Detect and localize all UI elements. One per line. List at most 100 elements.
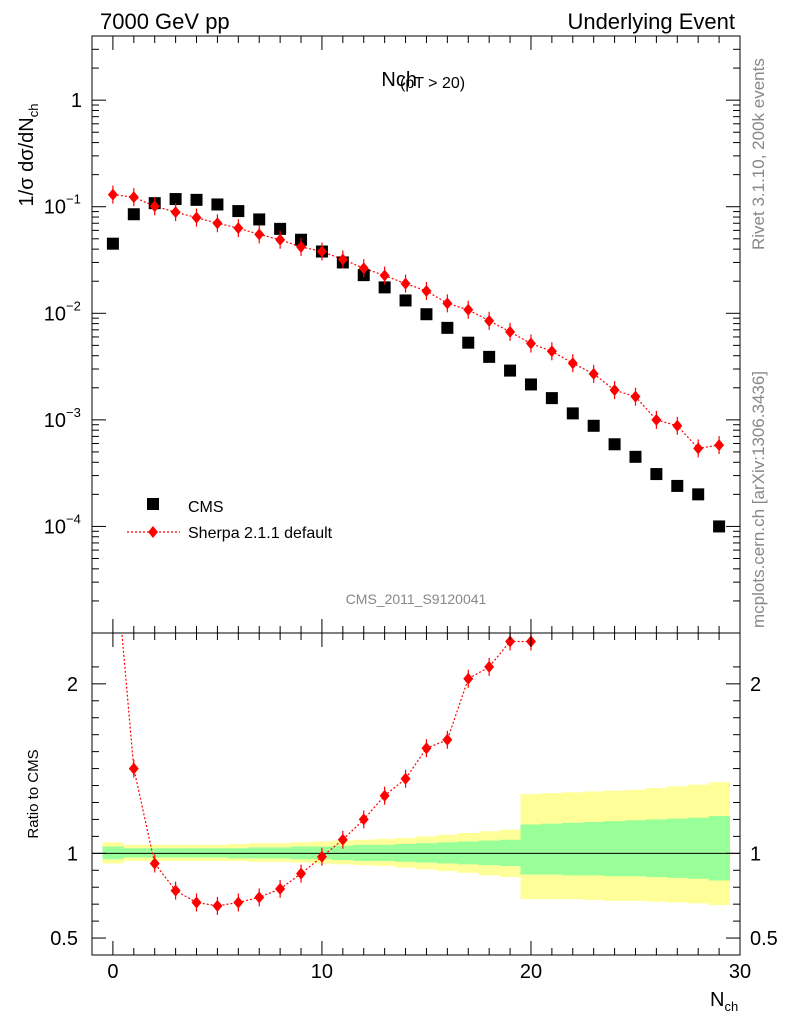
cms-point: [587, 419, 600, 432]
ratio-axis-ticks: 0.5 0.51 12 20 10 20 30: [50, 633, 778, 983]
plot-title-main: Nch: [381, 69, 417, 91]
sherpa-point: [525, 337, 536, 350]
sherpa-point: [316, 245, 327, 258]
rivet-version-label: Rivet 3.1.10, 200k events: [749, 58, 768, 250]
sherpa-point: [505, 325, 516, 338]
x-axis-label-subscript: ch: [724, 999, 738, 1014]
main-y-tick-label: 10: [44, 410, 66, 432]
ratio-sherpa-point: [484, 660, 495, 673]
ratio-y-tick-label-right: 2: [750, 674, 761, 696]
ratio-panel-frame: [91, 632, 741, 956]
sherpa-point: [212, 217, 223, 230]
cms-point: [545, 392, 558, 405]
legend: CMS Sherpa 2.1.1 default: [127, 498, 333, 542]
ratio-sherpa-point: [379, 789, 390, 802]
ratio-sherpa-point: [170, 884, 181, 897]
ratio-sherpa-point: [358, 813, 369, 826]
ratio-y-tick-label: 0.5: [50, 928, 78, 950]
ratio-sherpa-point: [233, 896, 244, 909]
x-axis-label-text: N: [710, 989, 724, 1011]
cms-point: [399, 294, 412, 307]
ratio-sherpa-point: [254, 891, 265, 904]
cms-point: [713, 520, 726, 533]
main-y-tick-exponent: −3: [66, 405, 81, 420]
ratio-band-segment: [583, 821, 605, 876]
ratio-band-segment: [645, 819, 668, 878]
analysis-watermark: CMS_2011_S9120041: [346, 591, 487, 607]
cms-point: [524, 378, 537, 391]
main-axis-ticks: 10 −410 −310 −210 −11: [44, 35, 741, 633]
sherpa-point: [233, 222, 244, 235]
cms-point: [671, 479, 684, 492]
ratio-band-segment: [687, 817, 710, 879]
ratio-band-segment: [541, 823, 563, 875]
cms-point: [483, 350, 496, 363]
main-y-axis-label-text: 1/σ dσ/dN: [16, 117, 38, 206]
ratio-sherpa-point: [442, 733, 453, 746]
ratio-sherpa-point: [212, 899, 223, 912]
sherpa-point: [170, 206, 181, 219]
main-y-tick-label: 10: [44, 197, 66, 219]
cms-point: [629, 450, 642, 463]
ratio-band-segment: [708, 816, 731, 881]
legend-cms-marker: [147, 498, 159, 510]
plot-title-sub: (pT > 20): [400, 75, 465, 92]
ratio-band-segment: [562, 822, 584, 876]
ratio-sherpa-point: [316, 850, 327, 863]
main-y-tick-exponent: −1: [66, 192, 81, 207]
sherpa-point: [358, 262, 369, 275]
cms-point: [608, 438, 621, 451]
sherpa-point: [149, 200, 160, 213]
sherpa-point: [484, 314, 495, 327]
legend-cms-label: CMS: [188, 499, 224, 516]
cms-point: [650, 468, 663, 481]
sherpa-point: [421, 284, 432, 297]
cms-point: [211, 198, 224, 211]
sherpa-point: [546, 345, 557, 358]
ratio-y-tick-label-right: 1: [750, 843, 761, 865]
sherpa-point: [128, 191, 139, 204]
x-tick-label: 30: [729, 961, 751, 983]
header-left-text: 7000 GeV pp: [100, 9, 230, 34]
cms-point: [504, 364, 517, 377]
ratio-uncertainty-bands: [102, 782, 731, 906]
sherpa-point: [609, 384, 620, 397]
main-y-axis-label: 1/σ dσ/dNch: [16, 104, 41, 207]
sherpa-point: [463, 303, 474, 316]
sherpa-point: [296, 240, 307, 253]
sherpa-point: [567, 357, 578, 370]
ratio-sherpa-point: [149, 857, 160, 870]
ratio-y-axis-label: Ratio to CMS: [25, 749, 42, 838]
ratio-y-tick-label-right: 0.5: [750, 928, 778, 950]
sherpa-point: [400, 277, 411, 290]
ratio-sherpa-point: [337, 833, 348, 846]
legend-sherpa-marker: [148, 526, 158, 538]
ratio-y-tick-label: 1: [67, 843, 78, 865]
sherpa-point: [191, 211, 202, 224]
ratio-sherpa-point: [275, 882, 286, 895]
x-tick-label: 20: [520, 961, 542, 983]
sherpa-point: [714, 439, 725, 452]
main-y-tick-exponent: −4: [66, 511, 81, 526]
cms-point: [253, 213, 266, 226]
main-panel-frame: [91, 35, 741, 634]
cms-point: [106, 237, 119, 250]
header-right-text: Underlying Event: [567, 9, 735, 34]
x-tick-label: 10: [311, 961, 333, 983]
ratio-panel: 0.5 0.51 12 20 10 20 30 Ratio to CMS Nch: [25, 632, 778, 1014]
sherpa-point: [672, 419, 683, 432]
ratio-band-segment: [625, 820, 647, 877]
ratio-sherpa-point: [128, 762, 139, 775]
ratio-y-tick-label: 2: [67, 674, 78, 696]
sherpa-point: [693, 442, 704, 455]
cms-point: [378, 281, 391, 294]
ratio-band-segment: [604, 821, 626, 877]
sherpa-point: [588, 367, 599, 380]
ratio-sherpa-point: [191, 896, 202, 909]
sherpa-point: [107, 188, 118, 201]
ratio-sherpa-point: [463, 672, 474, 685]
main-y-tick-label: 10: [44, 516, 66, 538]
cms-point: [462, 336, 475, 349]
cms-point: [441, 321, 454, 334]
